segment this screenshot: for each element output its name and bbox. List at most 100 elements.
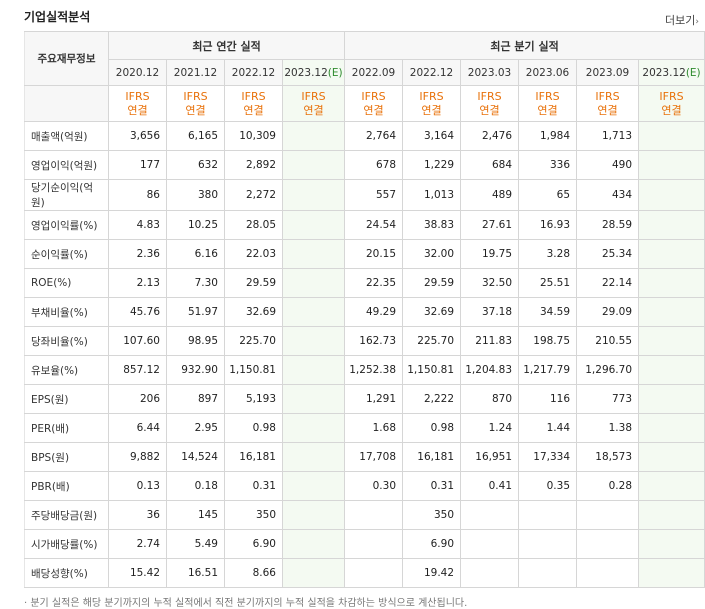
table-cell: 19.42 <box>402 558 462 588</box>
table-row: 유보율(%) 857.12 932.90 1,150.81 1,252.38 1,150.… <box>24 355 705 385</box>
table-cell: 1,296.70 <box>576 355 640 385</box>
table-cell: 145 <box>166 500 225 530</box>
row-label: 매출액(억원) <box>24 121 109 151</box>
table-cell <box>281 297 346 327</box>
consolidated-label: 연결 <box>185 103 206 117</box>
ifrs-label: IFRS <box>183 89 208 103</box>
table-cell: 19.75 <box>460 239 520 269</box>
table-cell: 98.95 <box>166 326 225 356</box>
table-cell: 2,764 <box>344 121 404 151</box>
table-cell: 116 <box>518 384 578 414</box>
table-cell <box>638 355 705 385</box>
period-label: 2023.06 <box>525 66 570 79</box>
estimate-mark: (E) <box>685 66 701 79</box>
table-cell <box>281 384 346 414</box>
table-cell: 177 <box>108 150 167 180</box>
table-cell: 32.00 <box>402 239 462 269</box>
table-cell: 27.61 <box>460 210 520 240</box>
table-cell: 380 <box>166 179 225 211</box>
period-header: 2023.09 <box>576 59 640 86</box>
table-cell: 0.28 <box>576 471 640 501</box>
table-cell <box>281 121 346 151</box>
row-header-label: 주요재무정보 <box>24 31 109 86</box>
period-label: 2023.09 <box>585 66 630 79</box>
table-cell <box>344 558 404 588</box>
period-header: 2023.12(E) <box>281 59 346 86</box>
table-cell: 897 <box>166 384 225 414</box>
table-cell <box>344 529 404 559</box>
ifrs-badge: IFRS 연결 <box>576 85 640 122</box>
period-header: 2021.12 <box>166 59 225 86</box>
period-header: 2023.06 <box>518 59 578 86</box>
consolidated-label: 연결 <box>661 103 682 117</box>
table-cell: 22.03 <box>224 239 283 269</box>
table-cell <box>638 529 705 559</box>
row-label: 시가배당률(%) <box>24 529 109 559</box>
table-cell: 2.36 <box>108 239 167 269</box>
table-cell: 0.13 <box>108 471 167 501</box>
period-header: 2022.12 <box>224 59 283 86</box>
period-header: 2022.12 <box>402 59 462 86</box>
ifrs-badge: IFRS 연결 <box>281 85 346 122</box>
table-cell <box>460 500 520 530</box>
row-label: EPS(원) <box>24 384 109 414</box>
table-row: 영업이익률(%) 4.83 10.25 28.05 24.54 38.83 27.61 16.… <box>24 210 705 240</box>
table-cell: 0.18 <box>166 471 225 501</box>
table-cell: 28.59 <box>576 210 640 240</box>
table-row: 순이익률(%) 2.36 6.16 22.03 20.15 32.00 19.75 3.28 2… <box>24 239 705 269</box>
table-cell: 1,204.83 <box>460 355 520 385</box>
table-cell: 2.95 <box>166 413 225 443</box>
table-cell: 32.50 <box>460 268 520 298</box>
table-cell <box>518 500 578 530</box>
table-cell: 2,476 <box>460 121 520 151</box>
more-link[interactable]: 더보기› <box>665 12 699 28</box>
row-header-spacer <box>24 85 109 122</box>
table-cell: 51.97 <box>166 297 225 327</box>
row-label: 당기순이익(억원) <box>24 179 109 211</box>
table-cell: 32.69 <box>224 297 283 327</box>
chevron-right-icon: › <box>695 17 699 27</box>
ifrs-label: IFRS <box>477 89 502 103</box>
table-cell: 1,217.79 <box>518 355 578 385</box>
consolidated-label: 연결 <box>303 103 324 117</box>
table-row: 영업이익(억원) 177 632 2,892 678 1,229 684 336 490 <box>24 150 705 180</box>
ifrs-badge: IFRS 연결 <box>518 85 578 122</box>
table-cell: 25.34 <box>576 239 640 269</box>
table-cell: 24.54 <box>344 210 404 240</box>
table-cell: 1.24 <box>460 413 520 443</box>
table-row: 배당성향(%) 15.42 16.51 8.66 19.42 <box>24 558 705 588</box>
period-label: 2020.12 <box>115 66 160 79</box>
row-label: PBR(배) <box>24 471 109 501</box>
table-cell: 28.05 <box>224 210 283 240</box>
table-cell <box>638 297 705 327</box>
ifrs-label: IFRS <box>659 89 684 103</box>
row-label: 당좌비율(%) <box>24 326 109 356</box>
table-cell <box>638 121 705 151</box>
table-cell <box>281 355 346 385</box>
section-title: 기업실적분석 <box>24 10 91 24</box>
table-cell: 162.73 <box>344 326 404 356</box>
table-cell <box>576 500 640 530</box>
table-row: PBR(배) 0.13 0.18 0.31 0.30 0.31 0.41 0.35 0.28 <box>24 471 705 501</box>
table-cell <box>638 268 705 298</box>
table-cell: 6.16 <box>166 239 225 269</box>
table-cell: 870 <box>460 384 520 414</box>
table-cell <box>281 529 346 559</box>
table-row: ROE(%) 2.13 7.30 29.59 22.35 29.59 32.50 25.51 2… <box>24 268 705 298</box>
row-label: PER(배) <box>24 413 109 443</box>
table-cell: 6.90 <box>402 529 462 559</box>
estimate-mark: (E) <box>327 66 343 79</box>
table-cell: 34.59 <box>518 297 578 327</box>
period-label: 2022.12 <box>231 66 276 79</box>
table-cell <box>460 529 520 559</box>
table-cell: 15.42 <box>108 558 167 588</box>
table-cell <box>281 179 346 211</box>
table-cell <box>638 558 705 588</box>
ifrs-badge: IFRS 연결 <box>344 85 404 122</box>
consolidated-label: 연결 <box>597 103 618 117</box>
table-cell <box>281 326 346 356</box>
table-cell: 16,181 <box>224 442 283 472</box>
table-cell <box>281 268 346 298</box>
table-cell <box>638 210 705 240</box>
table-cell: 773 <box>576 384 640 414</box>
